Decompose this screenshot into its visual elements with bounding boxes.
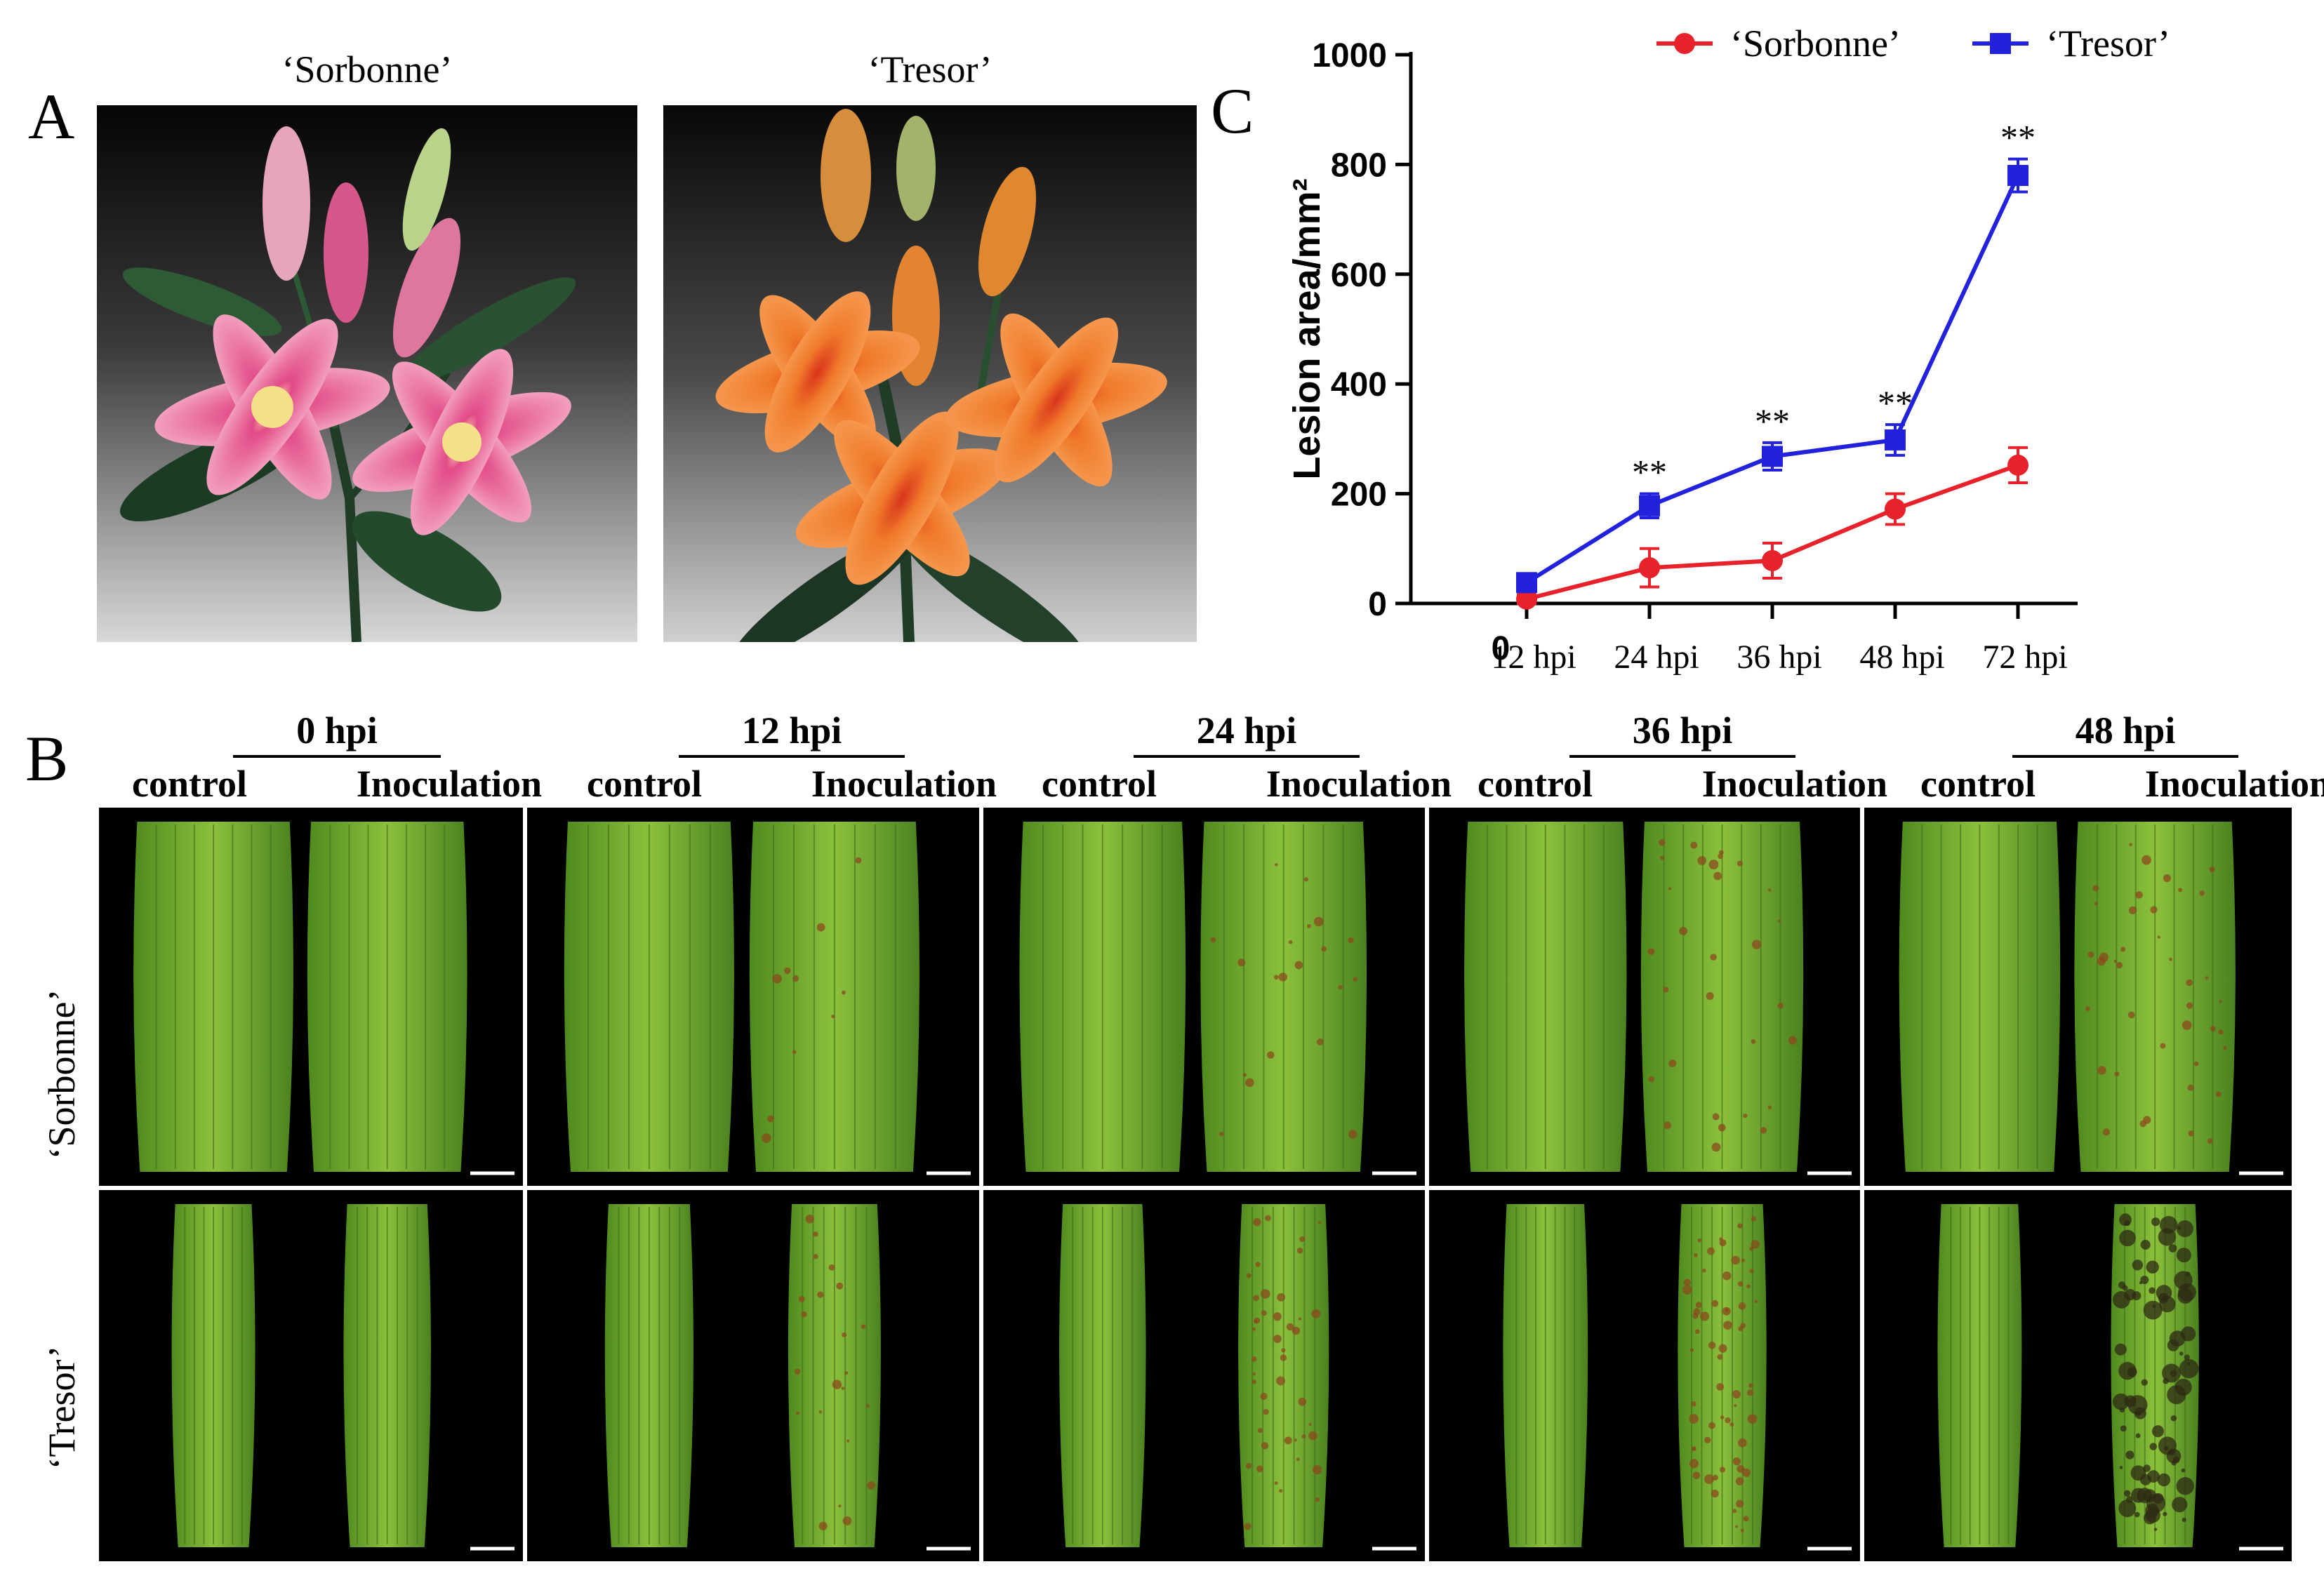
time-group-4: 48 hpi control Inoculation xyxy=(1915,709,2324,806)
significance-mark: ** xyxy=(1632,453,1667,492)
leaf-cell xyxy=(1429,1190,1860,1561)
y-tick-label: 600 xyxy=(1331,257,1387,294)
photo-title-tresor: ‘Tresor’ xyxy=(868,48,992,91)
significance-mark: ** xyxy=(2000,118,2036,157)
time-label: 0 hpi xyxy=(233,709,441,758)
y-axis-title: Lesion area/mm² xyxy=(1286,178,1328,479)
y-tick-label: 200 xyxy=(1331,476,1387,514)
row-label-tresor: ‘Tresor’ xyxy=(41,1345,83,1470)
data-point xyxy=(1762,446,1783,467)
x-tick-label: 48 hpi xyxy=(1859,639,1944,676)
time-label: 12 hpi xyxy=(678,709,905,758)
leaf-cell xyxy=(1864,1190,2292,1561)
panel-label-a: A xyxy=(28,81,75,152)
leaf-cell xyxy=(983,1190,1425,1561)
y-tick-label: 400 xyxy=(1331,366,1387,403)
x-tick-label: 36 hpi xyxy=(1737,639,1821,676)
y-tick-label: 0 xyxy=(1368,586,1387,623)
data-point xyxy=(1885,498,1906,520)
leaf-photo-grid xyxy=(97,806,2294,1563)
time-group-0: 0 hpi control Inoculation xyxy=(126,709,547,806)
leaf-cell xyxy=(1864,808,2292,1186)
control-label: control xyxy=(1042,763,1157,805)
data-point xyxy=(1516,588,1537,610)
legend-entry-1: ‘Tresor’ xyxy=(1972,22,2170,65)
control-label: control xyxy=(587,763,702,805)
inoculation-label: Inoculation xyxy=(811,763,997,805)
inoculation-label: Inoculation xyxy=(1701,763,1887,805)
leaf-cell xyxy=(99,1190,523,1561)
significance-mark: ** xyxy=(1755,401,1790,441)
data-point xyxy=(2007,165,2028,187)
y-tick-label: 1000 xyxy=(1312,37,1387,74)
sorbonne-lily-photo xyxy=(97,105,637,642)
legend-label: ‘Sorbonne’ xyxy=(1730,22,1901,65)
legend-marker xyxy=(1674,33,1695,54)
leaf-cell xyxy=(527,808,979,1186)
leaf-cell xyxy=(99,808,523,1186)
data-point xyxy=(1885,429,1906,450)
control-label: control xyxy=(1478,763,1593,805)
x-origin-label: 0 xyxy=(1492,630,1510,667)
y-tick-label: 800 xyxy=(1331,147,1387,184)
leaf-cell xyxy=(1429,808,1860,1186)
x-tick-label: 72 hpi xyxy=(1982,639,2067,676)
control-label: control xyxy=(132,763,247,805)
x-tick-label: 24 hpi xyxy=(1614,639,1699,676)
time-group-1: 12 hpi control Inoculation xyxy=(581,709,1002,806)
time-group-2: 24 hpi control Inoculation xyxy=(1036,709,1457,806)
series-1 xyxy=(1516,157,2028,594)
data-point xyxy=(2007,454,2028,476)
panel-label-b: B xyxy=(25,723,69,794)
leaf-cell xyxy=(527,1190,979,1561)
data-point xyxy=(1639,557,1660,579)
legend-marker xyxy=(1990,33,2011,54)
panel-label-c: C xyxy=(1211,75,1254,147)
series-line xyxy=(1525,174,2020,585)
time-label: 48 hpi xyxy=(2012,709,2239,758)
data-point xyxy=(1639,495,1660,516)
time-label: 36 hpi xyxy=(1569,709,1796,758)
time-label: 24 hpi xyxy=(1133,709,1360,758)
inoculation-label: Inoculation xyxy=(356,763,542,805)
control-label: control xyxy=(1920,763,2036,805)
inoculation-label: Inoculation xyxy=(2144,763,2324,805)
series-0 xyxy=(1516,446,2028,610)
leaf-cell xyxy=(983,808,1425,1186)
tresor-lily-photo xyxy=(663,105,1197,642)
legend-entry-0: ‘Sorbonne’ xyxy=(1656,22,1901,65)
x-tick-label: 12 hpi xyxy=(1491,639,1576,676)
photo-title-sorbonne: ‘Sorbonne’ xyxy=(281,48,453,91)
time-group-3: 36 hpi control Inoculation xyxy=(1472,709,1893,806)
legend-label: ‘Tresor’ xyxy=(2046,22,2170,65)
row-label-sorbonne: ‘Sorbonne’ xyxy=(41,989,83,1160)
data-point xyxy=(1516,572,1537,594)
data-point xyxy=(1762,550,1783,572)
significance-mark: ** xyxy=(1878,383,1913,422)
inoculation-label: Inoculation xyxy=(1266,763,1452,805)
